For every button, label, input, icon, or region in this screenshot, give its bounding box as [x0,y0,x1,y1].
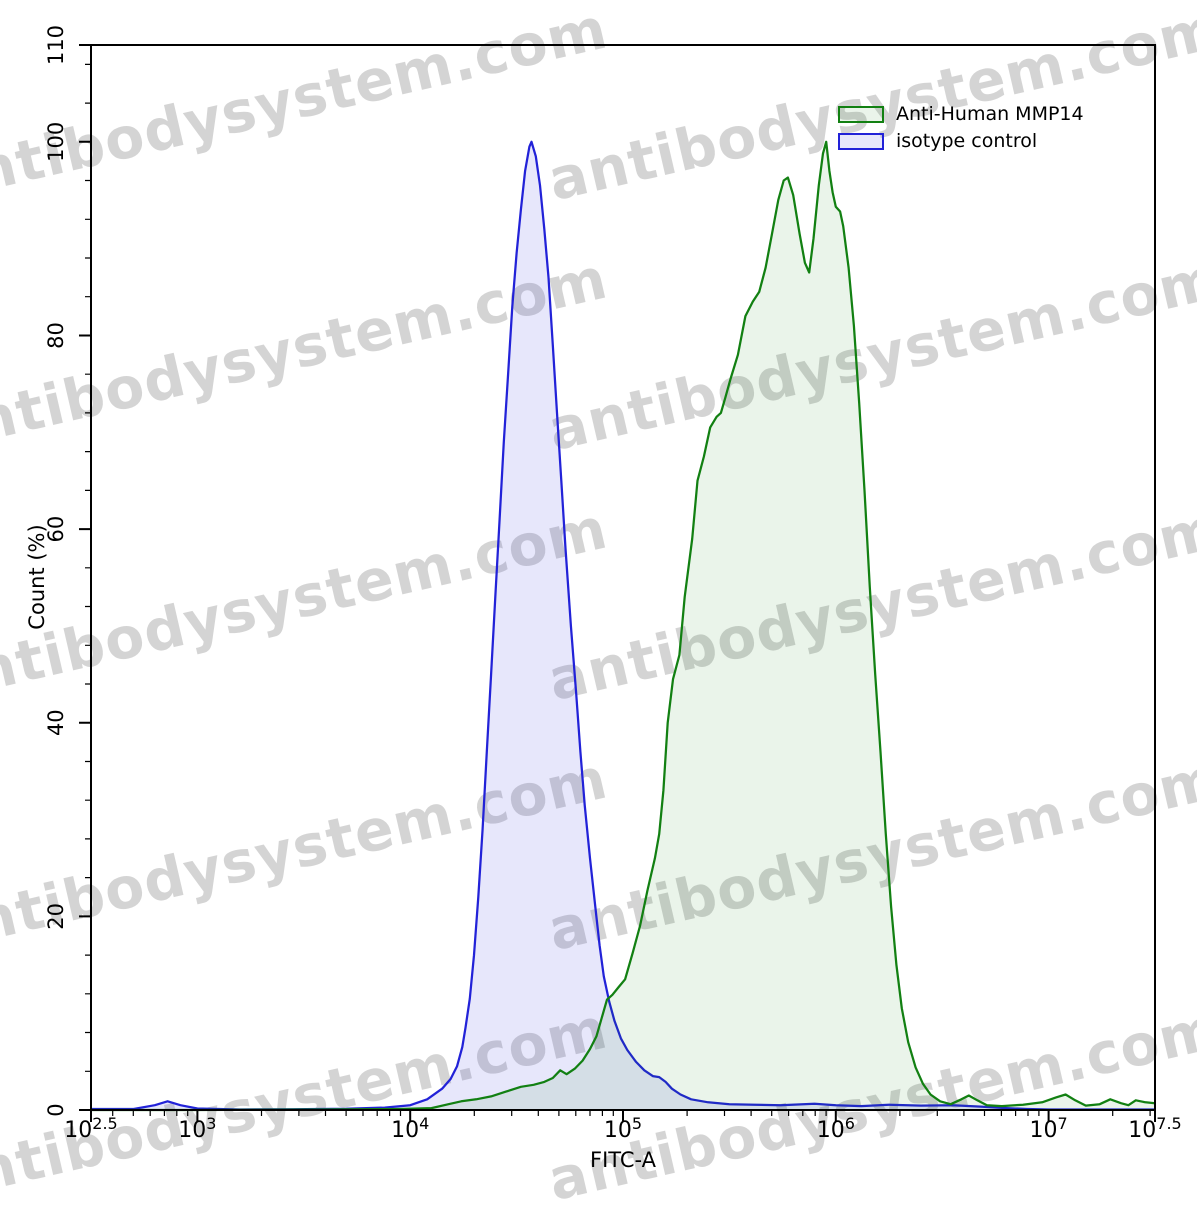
y-tick-label: 100 [44,122,68,162]
series-fill-0 [91,141,1155,1111]
x-tick-label: 104 [391,1114,429,1143]
y-tick-label: 0 [44,1103,68,1116]
y-tick-label: 60 [44,516,68,543]
legend-swatch-blue [838,133,884,150]
legend-entry-anti-human-mmp14: Anti-Human MMP14 [838,101,1084,128]
y-axis-label: Count (%) [25,524,49,630]
x-tick-label: 107 [1030,1114,1068,1143]
y-major-ticks [79,44,91,1111]
plot-frame [90,44,1156,1111]
legend-label: isotype control [896,130,1038,152]
y-tick-label: 40 [44,709,68,736]
x-tick-label: 102.5 [64,1114,117,1143]
y-tick-label: 80 [44,322,68,349]
x-minor-ticks [112,1110,1151,1116]
series-line-1 [91,140,1155,1111]
legend-entry-isotype-control: isotype control [838,128,1084,155]
x-tick-label: 105 [604,1114,642,1143]
x-axis-label: FITC-A [589,1148,657,1172]
y-tick-label: 110 [44,25,68,65]
x-major-ticks [90,1110,1156,1122]
legend: Anti-Human MMP14 isotype control [838,101,1084,155]
legend-label: Anti-Human MMP14 [896,103,1084,125]
series-line-0 [91,140,1156,1112]
x-tick-label: 107.5 [1128,1114,1181,1143]
x-tick-label: 106 [817,1114,855,1143]
legend-swatch-green [838,106,884,123]
x-tick-label: 103 [178,1114,216,1143]
y-tick-label: 20 [44,903,68,930]
y-minor-ticks [85,63,91,1072]
series-fill-1 [91,141,1155,1111]
